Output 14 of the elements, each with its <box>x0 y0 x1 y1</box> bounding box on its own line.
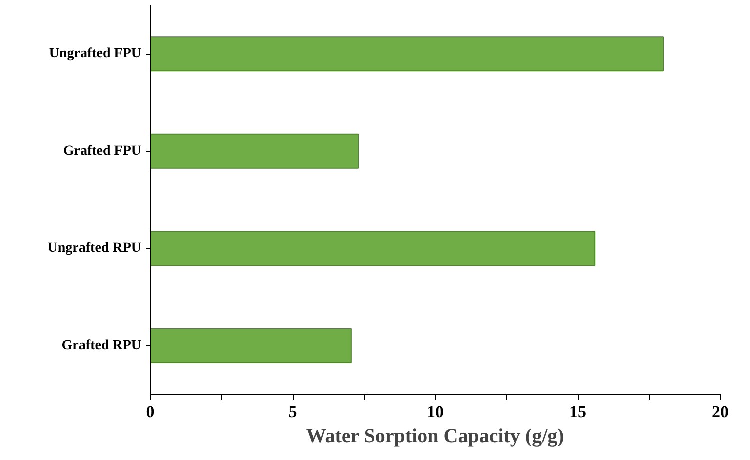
bar <box>150 231 596 266</box>
x-tick-label: 15 <box>570 402 586 422</box>
x-tick-label: 20 <box>712 402 729 422</box>
bar <box>150 134 360 169</box>
x-tick-label: 0 <box>146 402 155 422</box>
x-tick-label: 5 <box>288 402 298 422</box>
y-tick-label: Ungrafted RPU <box>48 241 142 256</box>
x-axis-title: Water Sorption Capacity (g/g) <box>306 426 564 448</box>
y-tick-label: Grafted RPU <box>62 338 142 354</box>
x-tick-label: 10 <box>427 402 444 422</box>
y-tick-label: Ungrafted FPU <box>49 46 142 62</box>
bar <box>150 328 352 364</box>
y-tick-label: Grafted FPU <box>63 144 142 159</box>
bar <box>150 36 664 72</box>
